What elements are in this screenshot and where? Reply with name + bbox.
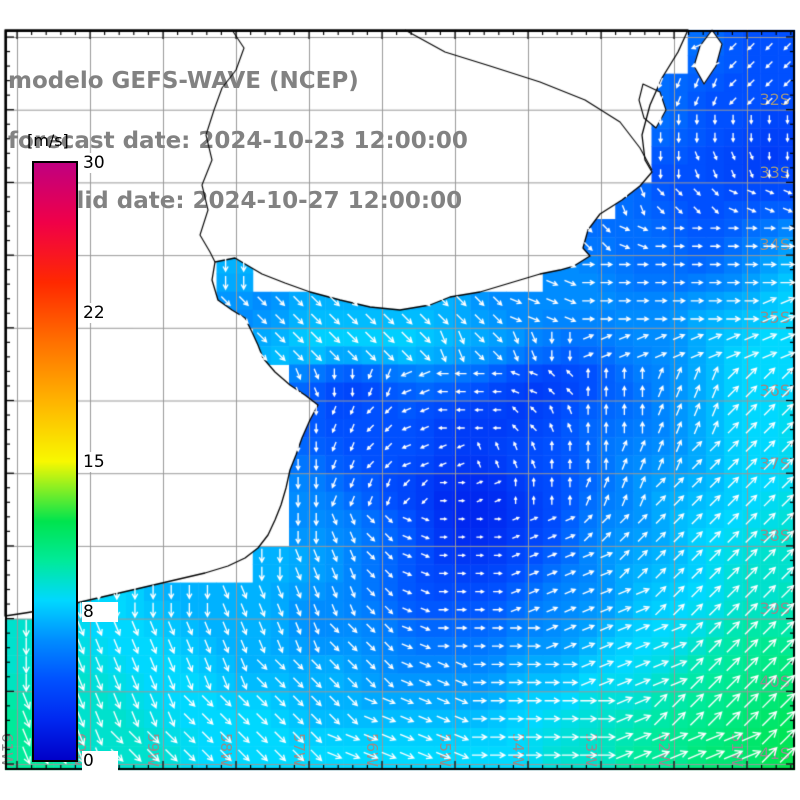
model-title: modelo GEFS-WAVE (NCEP) <box>8 68 359 94</box>
lon-label: 53W <box>582 733 600 767</box>
lat-label: 36S <box>759 380 790 400</box>
lon-label: 52W <box>655 733 673 767</box>
lon-label: 59W <box>144 733 162 767</box>
lat-label: 32S <box>759 90 790 109</box>
colorbar-tick-label: 8 <box>82 601 118 622</box>
lon-label: 54W <box>509 733 527 767</box>
lat-label: 40S <box>759 671 790 691</box>
lat-label: 35S <box>759 308 790 328</box>
lat-label: 38S <box>759 526 790 546</box>
colorbar-tick-label: 22 <box>82 302 118 323</box>
colorbar-tick-label: 30 <box>82 153 118 173</box>
colorbar <box>32 161 78 762</box>
colorbar-tick-label: 0 <box>82 751 118 771</box>
colorbar-unit-label: [m/s] <box>27 131 69 150</box>
lon-label: 57W <box>290 733 308 767</box>
lat-label: 34S <box>759 235 790 255</box>
colorbar-tick-label: 15 <box>82 452 118 472</box>
lon-label: 61W <box>0 733 16 767</box>
lat-label: 39S <box>759 598 790 618</box>
lon-label: 58W <box>217 733 235 767</box>
lon-label: 55W <box>436 733 454 767</box>
lat-label: 37S <box>759 453 790 473</box>
lon-label: 56W <box>363 733 381 767</box>
lat-label: 33S <box>759 162 790 182</box>
forecast-date: forecast date: 2024-10-23 12:00:00 <box>8 128 468 154</box>
lon-label: 51W <box>728 733 746 767</box>
